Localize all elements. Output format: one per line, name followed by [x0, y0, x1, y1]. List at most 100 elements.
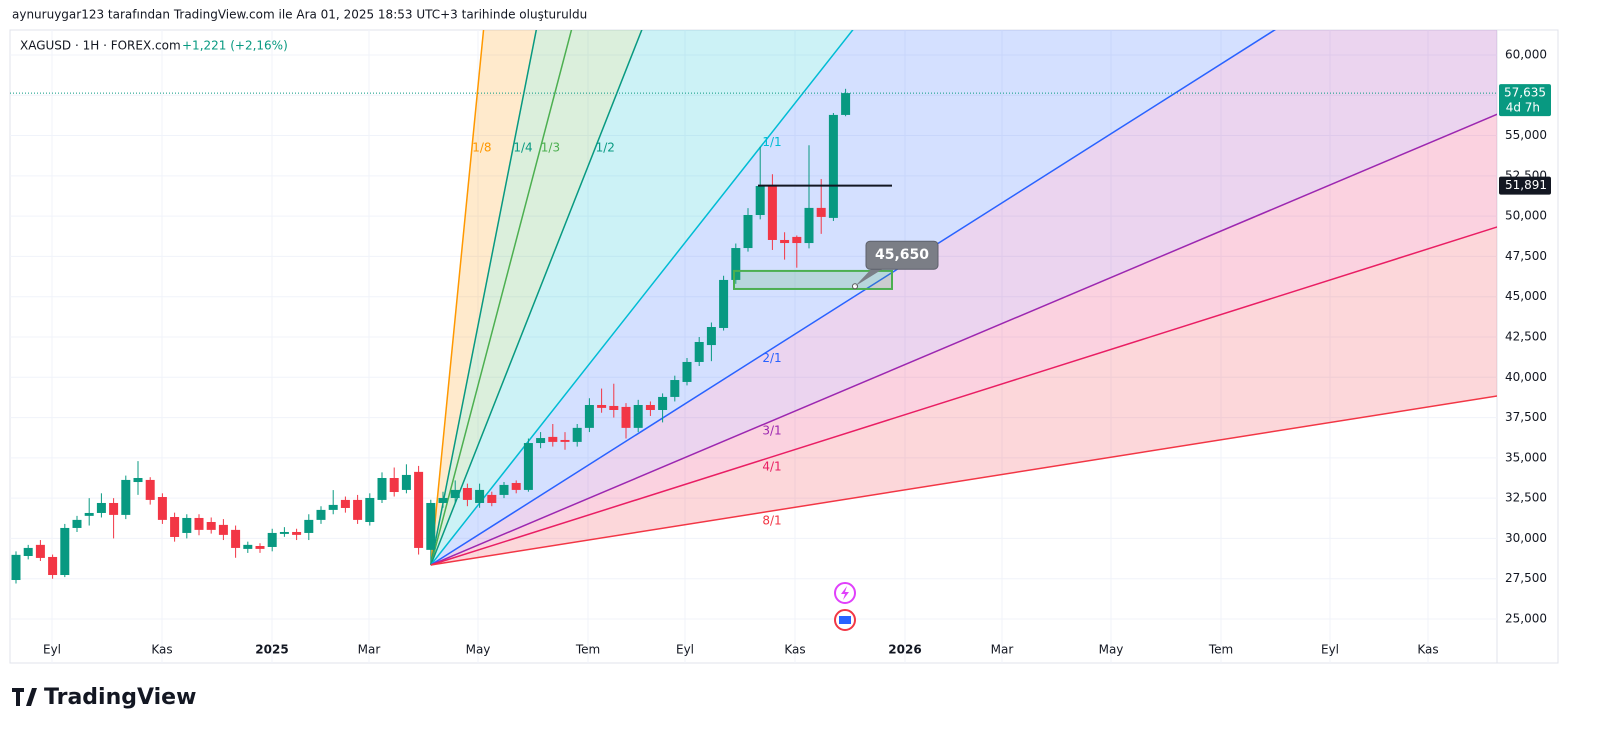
fan-line — [430, 113, 1497, 566]
candle-body — [206, 521, 216, 530]
candle-body — [328, 504, 338, 510]
fan-label: 8/1 — [762, 513, 781, 527]
y-tick-label: 30,000 — [1505, 531, 1547, 545]
candle-body — [48, 556, 58, 576]
candle-body — [719, 279, 729, 328]
frame — [9, 29, 1559, 664]
fan-line — [430, 30, 854, 566]
candle-body — [487, 494, 497, 503]
fan-label: 1/8 — [472, 140, 491, 154]
y-tick-label: 42,500 — [1505, 329, 1547, 343]
candle-body — [255, 546, 265, 549]
y-tick-label: 32,500 — [1505, 491, 1547, 505]
candle-body — [731, 248, 741, 280]
candle-body — [145, 479, 155, 500]
y-tick-label: 55,000 — [1505, 128, 1547, 142]
candle-body — [597, 404, 607, 408]
candle-body — [767, 185, 777, 240]
candle-body — [121, 479, 131, 515]
candle-body — [792, 236, 802, 244]
candle-body — [658, 396, 668, 410]
x-tick-label: 2025 — [255, 643, 288, 657]
fan-line — [430, 395, 1497, 566]
candle-body — [572, 427, 582, 442]
x-tick-label: May — [1099, 643, 1124, 657]
candle-body — [621, 406, 631, 428]
x-tick-label: May — [466, 643, 491, 657]
candle-body — [401, 474, 411, 490]
y-tick-label: 50,000 — [1505, 209, 1547, 223]
candle-body — [23, 547, 33, 556]
brand: TradingView — [44, 685, 196, 710]
candle-body — [340, 499, 350, 508]
candle-body — [804, 207, 814, 244]
x-tick-label: Mar — [991, 643, 1014, 657]
logo: TradingView — [12, 685, 196, 710]
countdown: 4d 7h — [1506, 101, 1540, 115]
x-tick-label: Eyl — [43, 643, 61, 657]
candle-body — [414, 471, 424, 548]
candle-body — [816, 207, 826, 217]
candle-body — [706, 327, 716, 346]
candle-body — [304, 519, 314, 533]
candle-body — [645, 404, 655, 410]
candle-body — [609, 405, 619, 410]
candle-body — [35, 544, 45, 558]
candle-body — [475, 489, 485, 503]
hline-label: 51,891 — [1505, 178, 1547, 192]
x-tick-label: Mar — [358, 643, 381, 657]
x-tick-label: 2026 — [888, 643, 921, 657]
candle-body — [780, 239, 790, 244]
y-tick-label: 35,000 — [1505, 450, 1547, 464]
y-tick-label: 60,000 — [1505, 47, 1547, 61]
candle-body — [182, 517, 192, 533]
callout-box — [865, 240, 939, 270]
y-tick-label: 25,000 — [1505, 612, 1547, 626]
fan-label: 1/3 — [541, 140, 560, 154]
candle-body — [194, 517, 204, 530]
fan-label: 1/2 — [596, 140, 615, 154]
candle-body — [109, 502, 119, 515]
candle-body — [170, 516, 180, 537]
candle-body — [72, 519, 82, 528]
candle-body — [536, 438, 546, 444]
x-tick-label: Tem — [1208, 643, 1233, 657]
fan-line — [430, 226, 1497, 566]
candle-body — [548, 436, 558, 442]
candle-body — [218, 524, 228, 535]
candle-body — [426, 502, 436, 550]
candle-body — [377, 477, 387, 500]
callout-label: 45,650 — [875, 247, 929, 263]
x-tick-label: Tem — [575, 643, 600, 657]
candle-body — [841, 93, 851, 115]
x-tick-label: Eyl — [676, 643, 694, 657]
y-tick-label: 45,000 — [1505, 289, 1547, 303]
candle-body — [511, 482, 521, 490]
x-tick-label: Eyl — [1321, 643, 1339, 657]
fan-label: 3/1 — [762, 423, 781, 437]
candle-body — [694, 341, 704, 362]
last-price-tag — [1499, 84, 1551, 117]
range-box — [733, 269, 893, 290]
event-icons — [834, 582, 856, 631]
candle-body — [243, 544, 253, 549]
candle-body — [523, 443, 533, 490]
fan-label: 4/1 — [762, 459, 781, 473]
candle-body — [316, 509, 326, 520]
symbol: XAGUSD · 1H · FOREX.com — [20, 39, 181, 53]
last-price-label: 57,635 — [1504, 86, 1546, 100]
fan-line — [430, 30, 1277, 566]
candle-body — [499, 484, 509, 495]
candle-body — [755, 185, 765, 216]
y-tick-label: 27,500 — [1505, 571, 1547, 585]
y-tick-label: 47,500 — [1505, 249, 1547, 263]
candle-body — [462, 487, 472, 500]
candle-body — [279, 531, 289, 534]
candle-body — [11, 554, 21, 581]
y-tick-label: 37,500 — [1505, 410, 1547, 424]
candle-body — [365, 497, 375, 522]
candle-body — [96, 502, 106, 513]
candle-body — [670, 380, 680, 397]
candle-body — [584, 404, 594, 428]
